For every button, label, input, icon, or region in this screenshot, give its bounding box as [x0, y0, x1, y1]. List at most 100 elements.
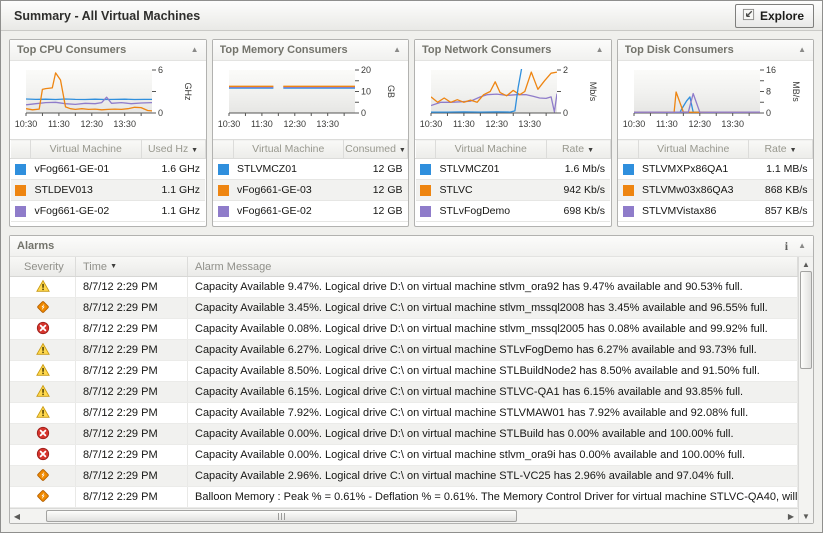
vertical-scrollbar[interactable]: ▲ ▼: [798, 257, 813, 523]
warning-icon[interactable]: [35, 279, 50, 296]
collapse-icon[interactable]: ▲: [190, 45, 199, 54]
table-row[interactable]: STLVMCZ01 12 GB: [213, 158, 408, 180]
table-row[interactable]: vFog661-GE-01 1.6 GHz: [10, 158, 205, 180]
table-row[interactable]: vFog661-GE-03 12 GB: [213, 179, 408, 201]
warning-icon[interactable]: [35, 384, 50, 401]
panel-titlebar: Top Memory Consumers ▲: [212, 40, 408, 61]
table-row[interactable]: STLVMVistax86 857 KB/s: [618, 200, 813, 222]
vm-name[interactable]: STLvFogDemo: [435, 200, 546, 222]
vm-name[interactable]: STLDEV013: [30, 179, 141, 201]
alarm-row[interactable]: 8/7/12 2:29 PM Capacity Available 8.50%.…: [10, 361, 798, 382]
critical-icon[interactable]: [36, 300, 50, 317]
alarm-row[interactable]: 8/7/12 2:29 PM Balloon Memory : Peak % =…: [10, 487, 798, 508]
alarm-message: Capacity Available 7.92%. Logical drive …: [188, 403, 798, 423]
metric-column-header[interactable]: Consumed ▼: [343, 139, 408, 159]
vertical-scroll-thumb[interactable]: [800, 271, 812, 369]
vm-column-header[interactable]: Virtual Machine: [233, 139, 344, 159]
vm-name[interactable]: STLVMw03x86QA3: [638, 179, 749, 201]
info-icon[interactable]: i: [784, 238, 789, 253]
vm-name[interactable]: vFog661-GE-02: [30, 200, 141, 222]
alarm-row[interactable]: 8/7/12 2:29 PM Capacity Available 2.96%.…: [10, 466, 798, 487]
scroll-right-icon[interactable]: ▶: [787, 511, 795, 521]
metric-column-header[interactable]: Used Hz ▼: [141, 139, 206, 159]
svg-text:20: 20: [361, 65, 371, 75]
legend-swatch: [415, 158, 436, 180]
consumer-table: Virtual Machine Rate ▼ STLVMXPx86QA1 1.1…: [618, 139, 813, 222]
warning-icon[interactable]: [35, 342, 50, 359]
table-row[interactable]: vFog661-GE-02 12 GB: [213, 200, 408, 222]
scroll-left-icon[interactable]: ◀: [13, 511, 21, 521]
scroll-down-icon[interactable]: ▼: [802, 511, 810, 521]
table-row[interactable]: STLVMCZ01 1.6 Mb/s: [415, 158, 610, 180]
svg-text:10: 10: [361, 87, 371, 97]
metric-column-header[interactable]: Rate ▼: [748, 139, 813, 159]
alarm-message: Balloon Memory : Peak % = 0.61% - Deflat…: [188, 487, 798, 507]
alarm-time: 8/7/12 2:29 PM: [76, 298, 188, 318]
vm-name[interactable]: vFog661-GE-01: [30, 158, 141, 180]
message-column-header[interactable]: Alarm Message: [188, 257, 798, 276]
time-column-header[interactable]: Time ▼: [76, 257, 188, 276]
alarm-row[interactable]: 8/7/12 2:29 PM Capacity Available 6.27%.…: [10, 340, 798, 361]
vertical-scroll-track[interactable]: [799, 271, 813, 509]
metric-column-header[interactable]: Rate ▼: [546, 139, 611, 159]
table-row[interactable]: STLvFogDemo 698 Kb/s: [415, 200, 610, 222]
table-row[interactable]: STLDEV013 1.1 GHz: [10, 179, 205, 201]
horizontal-scroll-track[interactable]: [24, 509, 784, 523]
vm-column-header[interactable]: Virtual Machine: [435, 139, 547, 159]
collapse-icon[interactable]: ▲: [595, 45, 604, 54]
explore-label: Explore: [759, 8, 804, 23]
metric-value: 12 GB: [343, 200, 408, 222]
vm-name[interactable]: STLVMXPx86QA1: [638, 158, 749, 180]
alarm-row[interactable]: 8/7/12 2:29 PM Capacity Available 9.47%.…: [10, 277, 798, 298]
horizontal-scrollbar[interactable]: ◀ ▶: [10, 508, 798, 523]
scroll-up-icon[interactable]: ▲: [802, 259, 810, 269]
horizontal-scroll-thumb[interactable]: [46, 510, 518, 522]
alarm-row[interactable]: 8/7/12 2:29 PM Capacity Available 6.15%.…: [10, 382, 798, 403]
table-row[interactable]: STLVC 942 Kb/s: [415, 179, 610, 201]
sort-desc-icon: ▼: [398, 147, 406, 154]
alarm-row[interactable]: 8/7/12 2:29 PM Capacity Available 7.92%.…: [10, 403, 798, 424]
alarm-row[interactable]: 8/7/12 2:29 PM Capacity Available 0.00%.…: [10, 424, 798, 445]
severity-column-header[interactable]: Severity: [10, 257, 76, 276]
panel-titlebar: Top Network Consumers ▲: [415, 40, 611, 61]
svg-text:0: 0: [766, 108, 771, 118]
alarm-message: Capacity Available 2.96%. Logical drive …: [188, 466, 798, 486]
warning-icon[interactable]: [35, 363, 50, 380]
vm-name[interactable]: STLVMVistax86: [638, 200, 749, 222]
fatal-icon[interactable]: [36, 426, 50, 443]
sparkline-chart: 0 6 GHz 10:30 11:30 12:30 13:30: [15, 65, 193, 129]
alarm-time: 8/7/12 2:29 PM: [76, 445, 188, 465]
vm-name[interactable]: vFog661-GE-02: [233, 200, 344, 222]
page-header: Summary - All Virtual Machines Explore: [1, 1, 822, 31]
vm-column-header[interactable]: Virtual Machine: [30, 139, 142, 159]
vm-name[interactable]: STLVMCZ01: [233, 158, 344, 180]
swatch-column-header: [415, 139, 436, 159]
collapse-icon[interactable]: ▲: [798, 45, 806, 54]
table-row[interactable]: STLVMw03x86QA3 868 KB/s: [618, 179, 813, 201]
vm-name[interactable]: STLVC: [435, 179, 546, 201]
vm-name[interactable]: STLVMCZ01: [435, 158, 546, 180]
svg-text:0: 0: [563, 108, 568, 118]
warning-icon[interactable]: [35, 405, 50, 422]
panel-titlebar: Top Disk Consumers ▲: [617, 40, 813, 61]
fatal-icon[interactable]: [36, 447, 50, 464]
fatal-icon[interactable]: [36, 321, 50, 338]
sort-desc-icon: ▼: [191, 147, 199, 154]
collapse-icon[interactable]: ▲: [393, 45, 401, 54]
table-row[interactable]: vFog661-GE-02 1.1 GHz: [10, 200, 205, 222]
vm-name[interactable]: vFog661-GE-03: [233, 179, 344, 201]
svg-text:13:30: 13:30: [316, 119, 339, 129]
consumer-table: Virtual Machine Used Hz ▼ vFog661-GE-01 …: [10, 139, 206, 222]
alarm-row[interactable]: 8/7/12 2:29 PM Capacity Available 3.45%.…: [10, 298, 798, 319]
vm-column-header[interactable]: Virtual Machine: [638, 139, 749, 159]
svg-text:0: 0: [361, 108, 366, 118]
explore-icon: [742, 8, 755, 24]
alarm-row[interactable]: 8/7/12 2:29 PM Capacity Available 0.08%.…: [10, 319, 798, 340]
svg-text:13:30: 13:30: [721, 119, 744, 129]
explore-button[interactable]: Explore: [734, 3, 814, 28]
table-row[interactable]: STLVMXPx86QA1 1.1 MB/s: [618, 158, 813, 180]
alarm-row[interactable]: 8/7/12 2:29 PM Capacity Available 0.00%.…: [10, 445, 798, 466]
critical-icon[interactable]: [36, 489, 50, 506]
critical-icon[interactable]: [36, 468, 50, 485]
collapse-icon[interactable]: ▲: [798, 241, 806, 250]
